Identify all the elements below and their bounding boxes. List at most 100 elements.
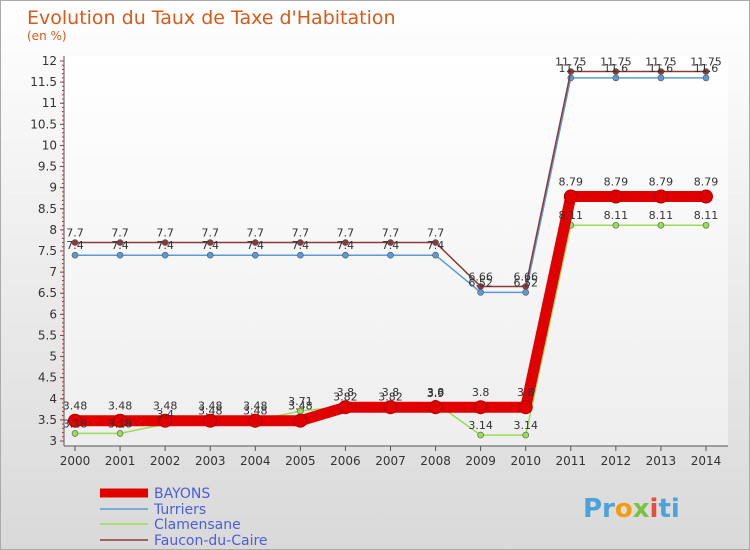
data-point bbox=[251, 239, 259, 246]
data-label: 7.7 bbox=[111, 227, 129, 240]
data-label: 7.7 bbox=[247, 227, 265, 240]
data-label: 11.6 bbox=[694, 62, 719, 75]
data-label: 7.7 bbox=[66, 227, 84, 240]
data-point bbox=[567, 68, 575, 75]
plot-area bbox=[64, 56, 728, 446]
series-layer bbox=[68, 68, 713, 439]
proxiti-logo: Proxiti bbox=[583, 494, 680, 524]
data-point bbox=[477, 431, 484, 439]
y-tick-label: 7 bbox=[49, 265, 57, 279]
x-tick-label: 2007 bbox=[375, 454, 406, 468]
legend-label: Clamensane bbox=[154, 517, 241, 533]
legend-label: Faucon-du-Caire bbox=[154, 533, 268, 549]
legend-label: BAYONS bbox=[154, 486, 210, 502]
data-label: 3.48 bbox=[198, 405, 223, 418]
data-label: 3.48 bbox=[243, 400, 268, 413]
y-tick-label: 10.5 bbox=[30, 117, 57, 131]
data-label: 11.6 bbox=[559, 62, 584, 75]
axes: 3 3.5 4 4.5 5 5.5 6 6.5 7 7.5 8 8.5 9 9.5 10 10.5 11 11.5… bbox=[30, 54, 728, 468]
data-label: 3.8 bbox=[337, 386, 355, 399]
y-tick-label: 5 bbox=[49, 350, 57, 364]
data-point bbox=[342, 251, 349, 259]
y-tick-label: 8.5 bbox=[38, 202, 57, 216]
chart-subtitle: (en %) bbox=[27, 29, 67, 43]
data-label: 11.6 bbox=[604, 62, 629, 75]
data-point bbox=[432, 239, 439, 246]
data-point bbox=[702, 68, 710, 75]
data-label: 7.7 bbox=[201, 227, 219, 240]
chart-title: Evolution du Taux de Taxe d'Habitation bbox=[27, 7, 396, 29]
data-label: 3.8 bbox=[427, 386, 445, 399]
x-tick-label: 2008 bbox=[420, 454, 451, 468]
data-point bbox=[432, 251, 439, 259]
x-tick-label: 2006 bbox=[330, 454, 361, 468]
data-point bbox=[522, 289, 530, 296]
data-point bbox=[206, 251, 214, 259]
data-label: 3.48 bbox=[243, 405, 268, 418]
data-label: 3.82 bbox=[333, 390, 358, 403]
y-tick-label: 9.5 bbox=[38, 160, 57, 174]
data-label: 11.75 bbox=[690, 56, 722, 69]
data-label: 8.79 bbox=[559, 176, 584, 189]
data-label: 7.4 bbox=[156, 239, 174, 252]
data-label: 8.11 bbox=[694, 209, 719, 222]
y-tick-label: 12 bbox=[42, 54, 57, 68]
data-point bbox=[161, 251, 169, 259]
data-point bbox=[116, 430, 124, 437]
legend-label: Turriers bbox=[153, 502, 206, 518]
data-point bbox=[338, 400, 353, 415]
data-label: 8.79 bbox=[649, 176, 674, 189]
data-label: 7.7 bbox=[382, 227, 400, 240]
data-point bbox=[612, 221, 620, 229]
data-label: 11.75 bbox=[600, 56, 632, 69]
y-tick-label: 6 bbox=[49, 307, 57, 321]
data-label: 6.66 bbox=[513, 270, 538, 283]
data-label: 11.6 bbox=[649, 62, 674, 75]
y-tick-label: 8 bbox=[49, 223, 57, 237]
x-tick-label: 2010 bbox=[510, 454, 541, 468]
data-label: 7.4 bbox=[66, 239, 84, 252]
data-label: 7.7 bbox=[292, 227, 310, 240]
data-label: 6.66 bbox=[468, 270, 493, 283]
data-point bbox=[699, 189, 713, 204]
data-label: 7.4 bbox=[111, 239, 129, 252]
data-label: 7.7 bbox=[156, 227, 174, 240]
data-point bbox=[518, 400, 533, 415]
data-label: 7.7 bbox=[427, 227, 445, 240]
data-label: 6.52 bbox=[513, 276, 538, 289]
data-label: 8.79 bbox=[694, 176, 719, 189]
y-tick-label: 4 bbox=[49, 392, 57, 406]
y-tick-label: 6.5 bbox=[38, 286, 57, 300]
x-tick-label: 2005 bbox=[285, 454, 316, 468]
y-tick-label: 7.5 bbox=[38, 244, 57, 258]
data-label: 8.11 bbox=[649, 209, 674, 222]
data-point bbox=[522, 283, 530, 290]
x-tick-label: 2003 bbox=[195, 454, 226, 468]
data-label: 7.4 bbox=[427, 239, 445, 252]
data-point bbox=[161, 239, 169, 246]
x-tick-label: 2009 bbox=[465, 454, 496, 468]
data-point bbox=[522, 431, 530, 439]
y-tick-label: 11.5 bbox=[30, 75, 57, 89]
data-label: 3.48 bbox=[63, 400, 88, 413]
data-point bbox=[702, 221, 710, 229]
data-label: 3.14 bbox=[513, 419, 538, 432]
y-tick-label: 11 bbox=[42, 96, 57, 110]
data-point bbox=[563, 189, 578, 204]
x-tick-label: 2001 bbox=[105, 454, 136, 468]
y-tick-label: 3.5 bbox=[38, 413, 57, 427]
data-point bbox=[203, 413, 218, 428]
data-point bbox=[113, 413, 128, 428]
data-label: 7.7 bbox=[337, 227, 355, 240]
data-label: 6.52 bbox=[468, 276, 493, 289]
data-point bbox=[297, 239, 304, 246]
data-label: 3.14 bbox=[468, 419, 493, 432]
y-tick-label: 5.5 bbox=[38, 328, 57, 342]
data-label: 3.18 bbox=[108, 417, 133, 430]
data-point bbox=[473, 400, 488, 415]
data-label: 3.71 bbox=[288, 395, 313, 408]
data-label: 11.75 bbox=[645, 56, 677, 69]
data-point bbox=[248, 413, 263, 428]
data-point bbox=[251, 251, 259, 259]
